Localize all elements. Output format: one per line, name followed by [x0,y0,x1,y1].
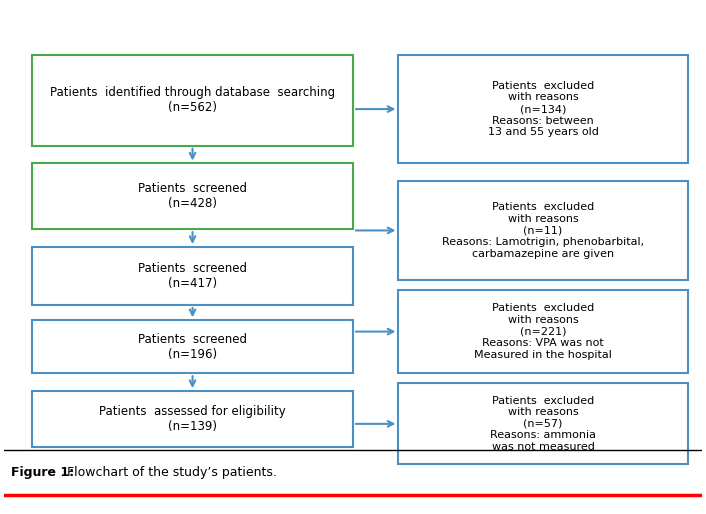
Text: Patients  screened
(n=428): Patients screened (n=428) [138,182,247,210]
Text: Patients  excluded
with reasons
(n=134)
Reasons: between
13 and 55 years old: Patients excluded with reasons (n=134) R… [488,81,599,137]
Text: Patients  screened
(n=196): Patients screened (n=196) [138,333,247,361]
FancyBboxPatch shape [32,54,353,146]
FancyBboxPatch shape [398,181,688,280]
FancyBboxPatch shape [398,54,688,163]
Text: Patients  excluded
with reasons
(n=221)
Reasons: VPA was not
Measured in the hos: Patients excluded with reasons (n=221) R… [474,303,612,360]
FancyBboxPatch shape [32,320,353,373]
FancyBboxPatch shape [398,290,688,373]
Text: Patients  assessed for eligibility
(n=139): Patients assessed for eligibility (n=139… [99,405,286,433]
FancyBboxPatch shape [32,163,353,229]
Text: Patients  excluded
with reasons
(n=57)
Reasons: ammonia
was not measured: Patients excluded with reasons (n=57) Re… [490,396,596,452]
Text: Patients  excluded
with reasons
(n=11)
Reasons: Lamotrigin, phenobarbital,
carba: Patients excluded with reasons (n=11) Re… [442,202,644,259]
FancyBboxPatch shape [32,391,353,447]
Text: Patients  screened
(n=417): Patients screened (n=417) [138,262,247,290]
Text: Figure 1:: Figure 1: [11,466,74,479]
Text: Patients  identified through database  searching
(n=562): Patients identified through database sea… [50,86,335,114]
Text: Flowchart of the study’s patients.: Flowchart of the study’s patients. [64,466,277,479]
FancyBboxPatch shape [32,247,353,305]
FancyBboxPatch shape [398,383,688,464]
